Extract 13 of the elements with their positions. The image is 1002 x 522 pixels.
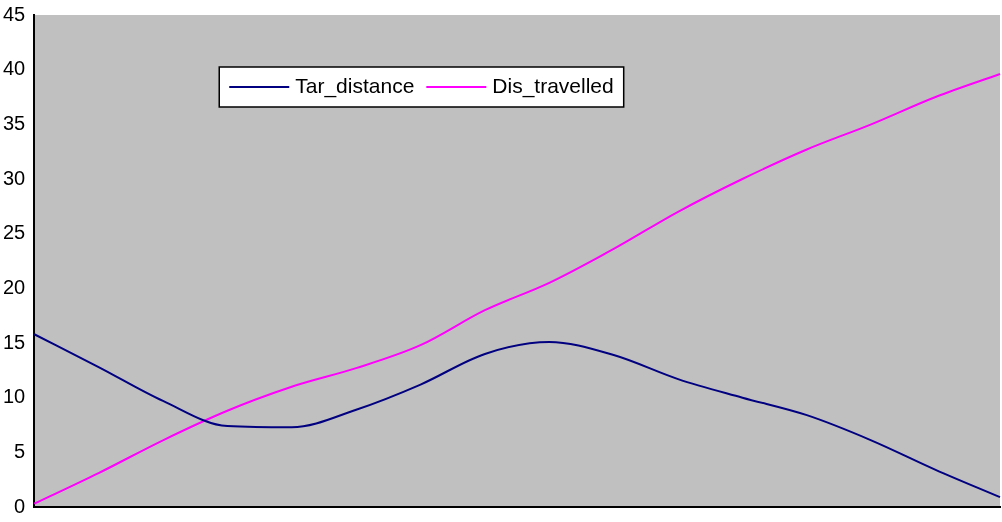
- legend-label: Tar_distance: [295, 73, 415, 98]
- y-tick-label: 25: [3, 221, 26, 244]
- y-tick-label: 10: [3, 385, 26, 408]
- y-tick-label: 40: [3, 57, 26, 80]
- y-tick-label: 0: [14, 494, 26, 517]
- y-tick-label: 20: [3, 275, 26, 298]
- y-tick-label: 45: [3, 2, 26, 25]
- line-series: [33, 333, 1001, 499]
- y-tick-label: 30: [3, 166, 26, 189]
- y-tick-label: 15: [3, 330, 26, 353]
- y-tick-label: 35: [3, 111, 26, 134]
- y-tick-label: 5: [14, 439, 26, 462]
- legend-label: Dis_travelled: [492, 73, 614, 98]
